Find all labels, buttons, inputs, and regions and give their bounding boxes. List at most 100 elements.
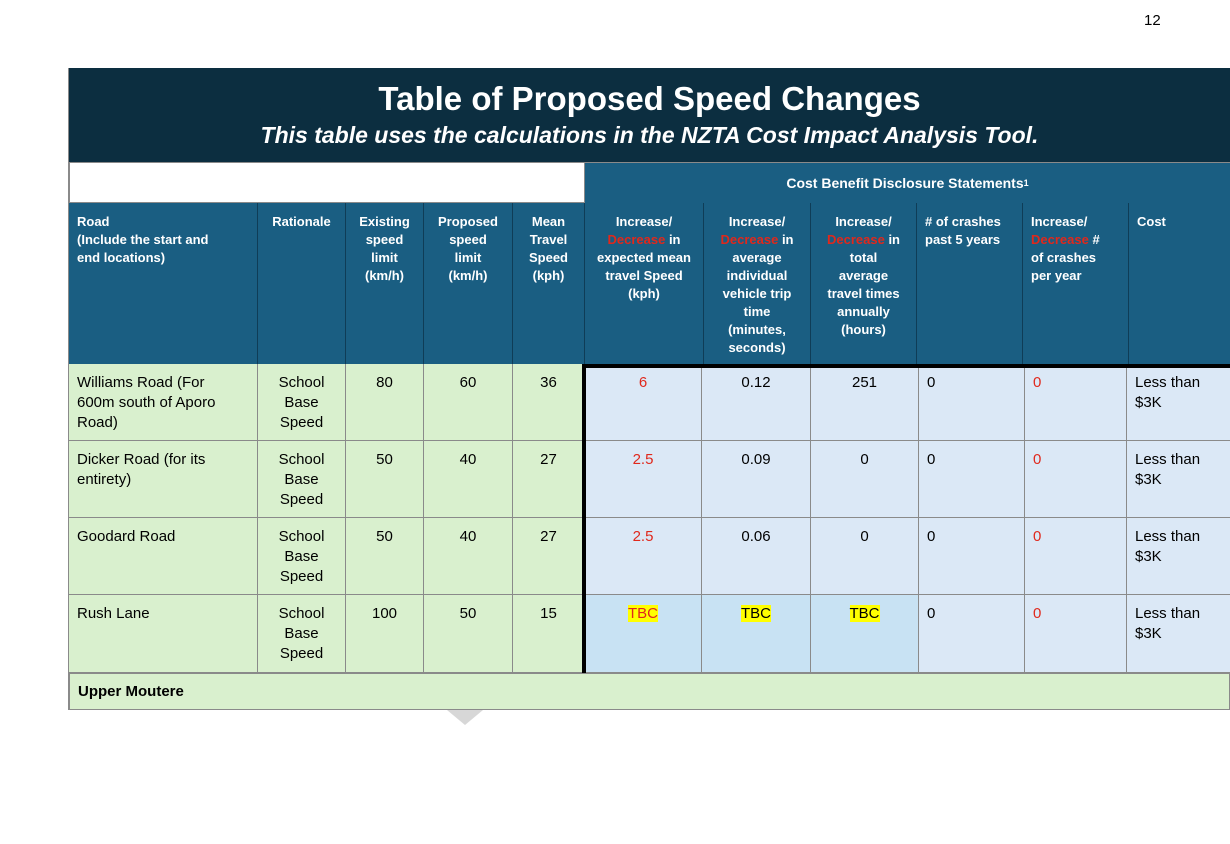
table-row-1-inc-speed: 2.5	[585, 441, 702, 518]
header-mean: Mean Travel Speed (kph)	[513, 203, 585, 364]
in-word: in	[778, 232, 794, 247]
header-inc-speed: Increase/ Decrease in expected mean trav…	[585, 203, 704, 364]
table-row-3-mean: 15	[513, 595, 585, 673]
header-mean-l4: (kph)	[532, 268, 565, 283]
table-row-1-cost: Less than $3K	[1127, 441, 1230, 518]
notch-shape	[447, 710, 483, 725]
inc-speed-value: 6	[638, 374, 648, 391]
header-proposed-l2: speed	[449, 232, 487, 247]
table-row-3-existing: 100	[346, 595, 424, 673]
header-existing: Existing speed limit (km/h)	[346, 203, 424, 364]
rationale-line: School	[278, 451, 325, 468]
header-crashes: # of crashes past 5 years	[917, 203, 1023, 364]
section-row-upper-moutere: Upper Moutere	[69, 673, 1230, 710]
rationale-line: Speed	[279, 414, 324, 431]
header-inc-trip-l6: time	[743, 304, 771, 319]
header-inc-total: Increase/ Decrease in total average trav…	[811, 203, 917, 364]
rationale-line: Speed	[279, 491, 324, 508]
cba-header-label: Cost Benefit Disclosure Statements	[786, 175, 1024, 191]
table-row-1-inc-total: 0	[811, 441, 919, 518]
rationale-line: Base	[284, 394, 319, 411]
header-inc-trip-l3: average	[732, 250, 782, 265]
table-row-0-rationale: School Base Speed	[258, 364, 346, 441]
table-row-0-existing: 80	[346, 364, 424, 441]
header-inc-total-l2: Decrease in	[811, 231, 916, 249]
header-inc-trip-l8: seconds)	[728, 340, 786, 355]
header-existing-l2: speed	[365, 232, 404, 247]
header-rationale: Rationale	[258, 203, 346, 364]
cost-line: Less than	[1135, 451, 1201, 468]
road-line: Williams Road (For	[77, 374, 205, 391]
column-divider	[582, 364, 586, 673]
inc-crashes-value: 0	[1033, 451, 1042, 468]
rationale-line: School	[278, 374, 325, 391]
tbc-value: TBC	[741, 605, 771, 622]
table-row-3-road: Rush Lane	[69, 595, 258, 673]
table-row-3-inc-speed: TBC	[585, 595, 702, 673]
table-row-3-crashes: 0	[919, 595, 1025, 673]
table-row-2-inc-crashes: 0	[1025, 518, 1127, 595]
header-inc-trip-l2: Decrease in	[704, 231, 810, 249]
table-row-1-road: Dicker Road (for its entirety)	[69, 441, 258, 518]
inc-speed-value: 2.5	[632, 451, 654, 468]
cost-line: Less than	[1135, 528, 1201, 545]
table-row-2-rationale: School Base Speed	[258, 518, 346, 595]
header-inc-crashes: Increase/ Decrease # of crashes per year	[1023, 203, 1129, 364]
table-row-2-inc-trip: 0.06	[702, 518, 811, 595]
table-row-2-road: Goodard Road	[69, 518, 258, 595]
header-inc-speed-l4: travel Speed	[605, 268, 683, 283]
decrease-word: Decrease	[1031, 232, 1089, 247]
table-row-3-inc-trip: TBC	[702, 595, 811, 673]
header-inc-speed-l3: expected mean	[597, 250, 691, 265]
table-row-2-existing: 50	[346, 518, 424, 595]
header-proposed: Proposed speed limit (km/h)	[424, 203, 513, 364]
table-row-1-proposed: 40	[424, 441, 513, 518]
table-row-0-inc-speed: 6	[585, 368, 702, 441]
header-inc-total-l1: Increase/	[835, 214, 892, 229]
header-proposed-l4: (km/h)	[448, 268, 488, 283]
table-row-1-mean: 27	[513, 441, 585, 518]
road-line: Dicker Road (for its	[77, 451, 206, 468]
road-line: Road)	[77, 414, 118, 431]
cost-line: $3K	[1135, 625, 1162, 642]
inc-crashes-value: 0	[1033, 374, 1042, 391]
table-left-border	[68, 68, 69, 710]
rationale-line: School	[278, 528, 325, 545]
inc-crashes-value: 0	[1033, 528, 1042, 545]
page-number: 12	[1144, 12, 1161, 29]
rationale-line: Speed	[279, 568, 324, 585]
header-cost-label: Cost	[1137, 214, 1166, 229]
table-row-1-crashes: 0	[919, 441, 1025, 518]
header-crashes-l2: past 5 years	[925, 232, 1001, 247]
header-road-l1: Road	[77, 214, 110, 229]
header-inc-trip-l7: (minutes,	[728, 322, 786, 337]
table-row-1-rationale: School Base Speed	[258, 441, 346, 518]
cost-line: Less than	[1135, 374, 1201, 391]
header-cost: Cost	[1129, 203, 1230, 364]
table-row-0-inc-crashes: 0	[1025, 368, 1127, 441]
header-inc-total-l6: annually	[837, 304, 890, 319]
header-inc-crashes-l3: of crashes	[1031, 250, 1097, 265]
in-word: in	[665, 232, 681, 247]
table-row-1-existing: 50	[346, 441, 424, 518]
header-proposed-l3: limit	[454, 250, 482, 265]
table-row-1-inc-trip: 0.09	[702, 441, 811, 518]
table-row-0-inc-trip: 0.12	[702, 368, 811, 441]
inc-speed-value: 2.5	[632, 528, 654, 545]
rationale-line: Base	[284, 471, 319, 488]
header-existing-l4: (km/h)	[365, 268, 404, 283]
table-row-1-inc-crashes: 0	[1025, 441, 1127, 518]
tbc-value: TBC	[849, 605, 880, 622]
decrease-word: Decrease	[607, 232, 666, 247]
header-divider	[585, 364, 1230, 368]
table-row-0-mean: 36	[513, 364, 585, 441]
header-inc-trip-l5: vehicle trip	[722, 286, 792, 301]
table-row-3-rationale: School Base Speed	[258, 595, 346, 673]
table-row-0-inc-total: 251	[811, 368, 919, 441]
header-mean-l1: Mean	[531, 214, 566, 229]
header-road-l3: end locations)	[77, 250, 166, 265]
table-row-3-cost: Less than $3K	[1127, 595, 1230, 673]
table-row-0-road: Williams Road (For 600m south of Aporo R…	[69, 364, 258, 441]
cba-header: Cost Benefit Disclosure Statements 1	[585, 162, 1230, 203]
header-inc-total-l5: travel times	[827, 286, 900, 301]
